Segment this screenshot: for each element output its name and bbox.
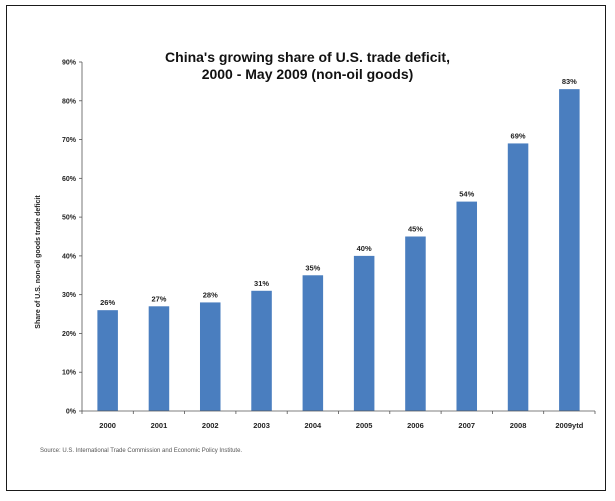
data-label-2008: 69% xyxy=(511,131,526,140)
x-tick-label-2007: 2007 xyxy=(458,421,475,430)
y-tick-label: 20% xyxy=(62,331,77,338)
y-tick-label: 60% xyxy=(62,176,77,183)
bar-2007 xyxy=(456,201,478,411)
x-tick-label-2009ytd: 2009ytd xyxy=(555,421,583,430)
data-label-2006: 45% xyxy=(408,225,423,234)
data-label-2001: 27% xyxy=(151,294,166,303)
x-tick-label-2000: 2000 xyxy=(99,421,116,430)
bar-2008 xyxy=(507,143,529,411)
source-note: Source: U.S. International Trade Commiss… xyxy=(40,448,243,454)
y-tick-label: 50% xyxy=(62,215,77,222)
x-axis: 2000 2001 2002 2003 2004 2005 2006 2007 2008 2009… xyxy=(81,410,596,430)
data-label-2009ytd: 83% xyxy=(562,77,577,86)
y-axis: 0% 10% 20% 30% 40% 50% 60% 70% 80% 90% xyxy=(62,60,83,416)
data-label-2004: 35% xyxy=(305,263,320,272)
y-tick-label: 90% xyxy=(62,60,77,67)
y-tick-label: 10% xyxy=(62,370,77,377)
bar-2006 xyxy=(405,236,426,411)
bar-2002 xyxy=(199,302,221,411)
bar-2009ytd xyxy=(559,89,580,412)
x-tick-label-2001: 2001 xyxy=(151,421,168,430)
x-tick-label-2003: 2003 xyxy=(253,421,270,430)
y-tick-label: 40% xyxy=(62,253,77,260)
x-tick-label-2004: 2004 xyxy=(305,421,323,430)
bar-2001 xyxy=(148,306,170,411)
x-tick-label-2002: 2002 xyxy=(202,421,219,430)
bar-2004 xyxy=(302,275,324,411)
data-label-2003: 31% xyxy=(254,279,269,288)
data-label-2000: 26% xyxy=(100,298,115,307)
chart-title-line-2: 2000 - May 2009 (non-oil goods) xyxy=(201,66,414,82)
bar-2005 xyxy=(353,255,375,411)
x-tick-label-2008: 2008 xyxy=(510,421,527,430)
data-label-2005: 40% xyxy=(357,244,372,253)
x-tick-label-2006: 2006 xyxy=(407,421,424,430)
bar-2000 xyxy=(97,310,118,411)
data-label-2007: 54% xyxy=(459,190,474,199)
y-tick-label: 80% xyxy=(62,98,77,105)
y-axis-label: Share of U.S. non-oil goods trade defici… xyxy=(35,195,42,329)
y-tick-label: 30% xyxy=(62,292,77,299)
bars: 26% 27% 28% 31% 35% 40% 45% 54% 69% 83% xyxy=(97,77,580,412)
y-tick-label: 70% xyxy=(62,137,77,144)
data-label-2002: 28% xyxy=(203,290,218,299)
y-tick-label: 0% xyxy=(66,409,77,416)
chart-title-line-1: China's growing share of U.S. trade defi… xyxy=(165,49,450,65)
x-tick-label-2005: 2005 xyxy=(356,421,373,430)
bar-2003 xyxy=(251,290,272,411)
